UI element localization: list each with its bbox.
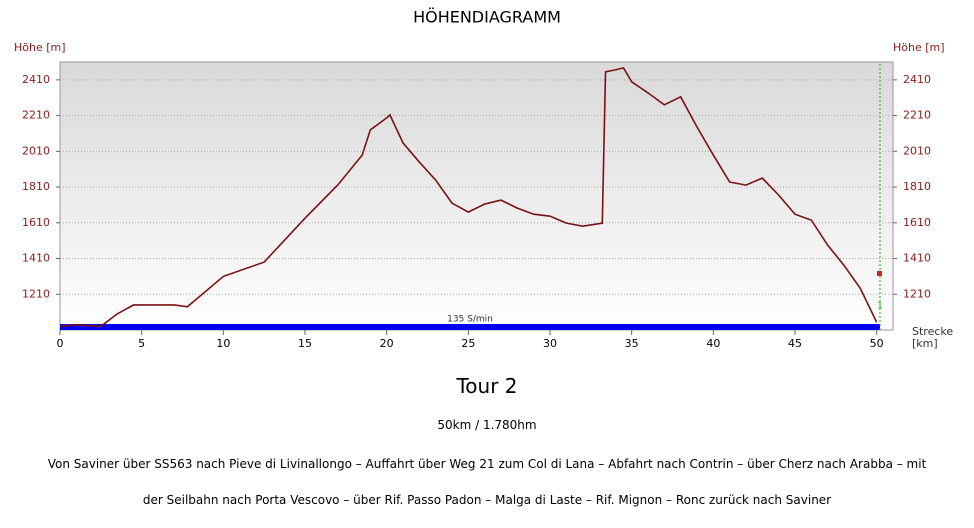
x-tick-label: 0 [57, 337, 64, 350]
y-tick-label: 2010 [22, 144, 50, 157]
y2-tick-label: 1810 [903, 180, 931, 193]
x-tick-label: 50 [870, 337, 884, 350]
x-tick-label: 35 [625, 337, 639, 350]
y-tick-label: 1210 [22, 287, 50, 300]
marker-label: 1 [877, 302, 883, 312]
y-tick-label: 2410 [22, 73, 50, 86]
x-tick-label: 20 [380, 337, 394, 350]
y2-tick-label: 1210 [903, 287, 931, 300]
description: Von Saviner über SS563 nach Pieve di Liv… [47, 457, 927, 507]
x-tick-label: 30 [543, 337, 557, 350]
y-tick-label: 1410 [22, 252, 50, 265]
y2-tick-label: 2210 [903, 109, 931, 122]
elevation-line [59, 66, 878, 328]
x-tick-label: 10 [216, 337, 230, 350]
y-tick-label: 1610 [22, 216, 50, 229]
band-label: 135 S/min [447, 315, 493, 325]
x-tick-label: 5 [138, 337, 145, 350]
speed-band [60, 324, 880, 330]
y-tick-label: 1810 [22, 180, 50, 193]
x-tick-label: 15 [298, 337, 312, 350]
y-axis-label: Höhe [m] [14, 41, 66, 54]
x-tick-label: 25 [461, 337, 475, 350]
x-tick-label: 45 [788, 337, 802, 350]
x-axis-label: Strecke [km] [912, 325, 954, 350]
y2-axis-label: Höhe [m] [893, 41, 945, 54]
subtitle: Tour 2 [456, 374, 518, 398]
y-tick-label: 2210 [22, 109, 50, 122]
y2-tick-label: 1610 [903, 216, 931, 229]
y2-tick-label: 2010 [903, 144, 931, 157]
chart-title: HÖHENDIAGRAMM [413, 8, 561, 27]
y2-tick-label: 1410 [903, 252, 931, 265]
chart: HÖHENDIAGRAMM Höhe [m] Höhe [m] 135 S/mi… [14, 8, 945, 351]
x-tick-label: 40 [706, 337, 720, 350]
plot-area [59, 61, 894, 331]
position-marker [877, 271, 882, 276]
y2-tick-label: 2410 [903, 73, 931, 86]
info: 50km / 1.780hm [437, 418, 537, 432]
